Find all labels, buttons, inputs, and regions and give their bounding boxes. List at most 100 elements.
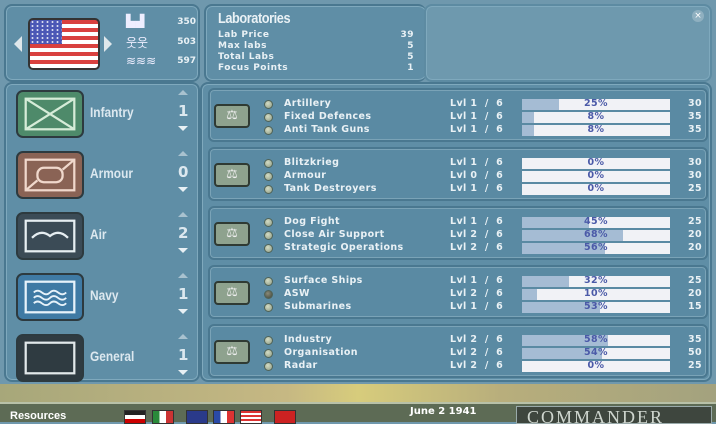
close-button[interactable]: × <box>692 10 704 22</box>
info-row-max-labs: Max labs 5 <box>218 41 414 51</box>
tech-name: Artillery <box>284 98 332 109</box>
tech-level: Lvl 2 / 6 <box>450 242 504 253</box>
tech-row: Radar Lvl 2 / 6 0% 25 <box>210 360 710 373</box>
decrease-arrow-icon[interactable] <box>178 309 188 314</box>
status-light-icon[interactable] <box>264 290 273 299</box>
category-label: General <box>90 348 135 364</box>
tech-name: Armour <box>284 170 327 181</box>
armour-icon[interactable] <box>16 151 84 199</box>
status-light-icon[interactable] <box>264 231 273 240</box>
status-light-icon[interactable] <box>264 172 273 181</box>
tech-row: Artillery Lvl 1 / 6 25% 30 <box>210 98 710 111</box>
balance-scale-button[interactable]: ⚖ <box>214 281 250 305</box>
money-icon: ≋≋≋ <box>126 54 157 68</box>
info-value: 5 <box>407 52 414 62</box>
status-light-icon[interactable] <box>264 244 273 253</box>
tech-group: ⚖ Dog Fight Lvl 1 / 6 45% 25 Close Air S… <box>208 206 708 260</box>
resources-label[interactable]: Resources <box>10 410 67 422</box>
category-label: Air <box>90 226 107 242</box>
tech-level: Lvl 1 / 6 <box>450 157 504 168</box>
tech-cost: 35 <box>687 111 702 122</box>
increase-arrow-icon[interactable] <box>178 273 188 278</box>
tech-cost: 50 <box>687 347 702 358</box>
decrease-arrow-icon[interactable] <box>178 187 188 192</box>
tech-row: ASW Lvl 2 / 6 10% 20 <box>210 288 710 301</box>
progress-bar: 32% <box>522 275 670 287</box>
category-infantry[interactable]: Infantry 1 <box>12 88 198 142</box>
tech-cost: 25 <box>687 183 702 194</box>
tech-level: Lvl 2 / 6 <box>450 347 504 358</box>
balance-scale-button[interactable]: ⚖ <box>214 222 250 246</box>
infantry-icon[interactable] <box>16 90 84 138</box>
progress-fill <box>522 217 589 228</box>
progress-bar: 68% <box>522 229 670 241</box>
tech-row: Strategic Operations Lvl 2 / 6 56% 20 <box>210 242 710 255</box>
increase-arrow-icon[interactable] <box>178 151 188 156</box>
progress-percent: 10% <box>584 288 608 299</box>
decrease-arrow-icon[interactable] <box>178 248 188 253</box>
progress-fill <box>522 289 537 300</box>
balance-scale-button[interactable]: ⚖ <box>214 163 250 187</box>
info-value: 39 <box>400 30 414 40</box>
status-light-icon[interactable] <box>264 277 273 286</box>
increase-arrow-icon[interactable] <box>178 334 188 339</box>
status-light-icon[interactable] <box>264 362 273 371</box>
status-light-icon[interactable] <box>264 336 273 345</box>
category-general[interactable]: General 1 <box>12 332 198 386</box>
air-icon[interactable] <box>16 212 84 260</box>
status-light-icon[interactable] <box>264 100 273 109</box>
page-title: Laboratories <box>218 10 291 27</box>
tech-cost: 25 <box>687 275 702 286</box>
decrease-arrow-icon[interactable] <box>178 370 188 375</box>
status-light-icon[interactable] <box>264 218 273 227</box>
info-label: Max labs <box>218 41 267 51</box>
factory-value: 350 <box>177 17 196 27</box>
progress-bar: 8% <box>522 124 670 136</box>
progress-fill <box>522 243 605 254</box>
tech-level: Lvl 2 / 6 <box>450 334 504 345</box>
general-icon[interactable] <box>16 334 84 382</box>
manpower-value: 503 <box>177 37 196 47</box>
balance-scale-button[interactable]: ⚖ <box>214 104 250 128</box>
category-label: Infantry <box>90 104 134 120</box>
category-armour[interactable]: Armour 0 <box>12 149 198 203</box>
progress-percent: 0% <box>587 360 605 371</box>
tech-cost: 30 <box>687 98 702 109</box>
status-light-icon[interactable] <box>264 113 273 122</box>
status-light-icon[interactable] <box>264 185 273 194</box>
status-light-icon[interactable] <box>264 349 273 358</box>
tech-level: Lvl 1 / 6 <box>450 124 504 135</box>
status-light-icon[interactable] <box>264 303 273 312</box>
category-count: 1 <box>178 102 189 120</box>
status-light-icon[interactable] <box>264 159 273 168</box>
tech-panel: ⚖ Artillery Lvl 1 / 6 25% 30 Fixed Defen… <box>200 82 712 382</box>
tech-level: Lvl 1 / 6 <box>450 275 504 286</box>
tech-level: Lvl 1 / 6 <box>450 301 504 312</box>
tech-group: ⚖ Blitzkrieg Lvl 1 / 6 0% 30 Armour Lvl … <box>208 147 708 201</box>
decrease-arrow-icon[interactable] <box>178 126 188 131</box>
info-row-total-labs: Total Labs 5 <box>218 52 414 62</box>
tech-level: Lvl 2 / 6 <box>450 360 504 371</box>
usa-flag <box>28 18 100 70</box>
prev-country-arrow-icon[interactable] <box>14 36 22 52</box>
status-light-icon[interactable] <box>264 126 273 135</box>
tech-name: ASW <box>284 288 310 299</box>
progress-bar: 0% <box>522 360 670 372</box>
progress-percent: 68% <box>584 229 608 240</box>
increase-arrow-icon[interactable] <box>178 90 188 95</box>
map-strip[interactable] <box>0 384 716 402</box>
category-air[interactable]: Air 2 <box>12 210 198 264</box>
info-label: Total Labs <box>218 52 275 62</box>
next-country-arrow-icon[interactable] <box>104 36 112 52</box>
tech-row: Surface Ships Lvl 1 / 6 32% 25 <box>210 275 710 288</box>
navy-icon[interactable] <box>16 273 84 321</box>
money-value: 597 <box>177 56 196 66</box>
category-navy[interactable]: Navy 1 <box>12 271 198 325</box>
progress-fill <box>522 335 608 346</box>
increase-arrow-icon[interactable] <box>178 212 188 217</box>
progress-percent: 54% <box>584 347 608 358</box>
progress-percent: 8% <box>587 124 605 135</box>
tech-group: ⚖ Industry Lvl 2 / 6 58% 35 Organisation… <box>208 324 708 378</box>
balance-scale-button[interactable]: ⚖ <box>214 340 250 364</box>
category-count: 1 <box>178 285 189 303</box>
